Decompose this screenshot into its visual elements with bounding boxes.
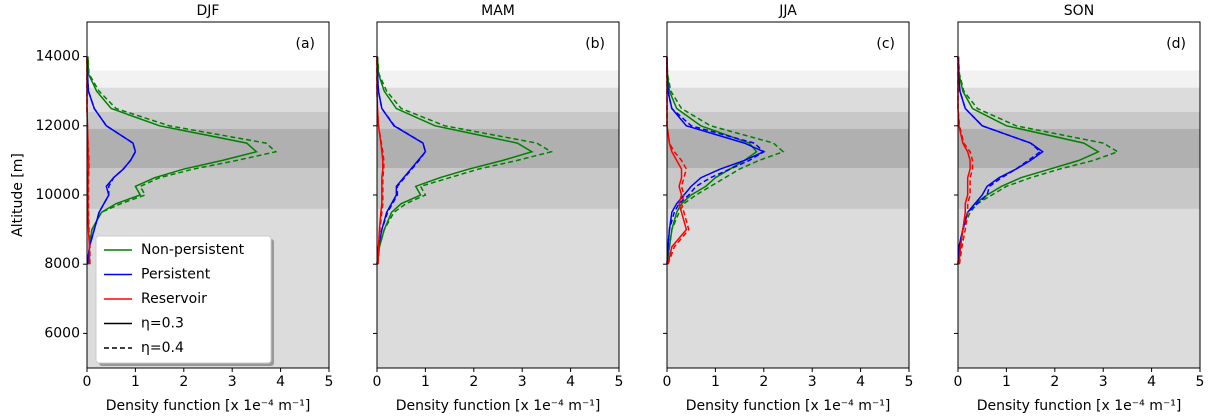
x-axis-label: Density function [x 1e⁻⁴ m⁻¹] [977, 398, 1182, 414]
y-tick-label: 8000 [44, 256, 80, 272]
x-tick-label: 1 [711, 374, 720, 390]
x-tick-label: 0 [373, 374, 382, 390]
x-tick-label: 4 [566, 374, 575, 390]
panel: 0 1 2 3 4 5 JJA (c) Density function [x 1e⁻⁴ m⁻¹… [663, 3, 914, 414]
legend-label: η=0.3 [141, 316, 184, 332]
profile-line [376, 56, 534, 265]
profile-line [86, 56, 137, 265]
x-tick-label: 0 [83, 374, 92, 390]
legend-label: Reservoir [141, 291, 207, 307]
legend-label: Persistent [141, 267, 211, 283]
x-axis-label: Density function [x 1e⁻⁴ m⁻¹] [686, 398, 891, 414]
x-tick-label: 1 [1002, 374, 1011, 390]
x-tick-label: 2 [1050, 374, 1059, 390]
shaded-band [958, 128, 1200, 169]
x-tick-label: 1 [131, 374, 140, 390]
panel-title: SON [1064, 3, 1094, 19]
legend-label: η=0.4 [141, 340, 184, 356]
profile-line [957, 56, 974, 265]
y-tick-label: 14000 [35, 49, 80, 65]
profile-line [666, 56, 690, 265]
legend-box [95, 235, 272, 364]
profile-line [666, 56, 785, 265]
x-tick-label: 2 [759, 374, 768, 390]
x-axis-label: Density function [x 1e⁻⁴ m⁻¹] [396, 398, 601, 414]
profile-line [376, 56, 554, 265]
x-axis-label: Density function [x 1e⁻⁴ m⁻¹] [106, 398, 311, 414]
x-tick-label: 5 [325, 374, 334, 390]
x-tick-label: 0 [663, 374, 672, 390]
x-tick-label: 0 [954, 374, 963, 390]
profile-line [87, 56, 278, 265]
profile-line [666, 56, 766, 265]
panel: 0 1 2 3 4 5 6000 8000 10000 12000 14000 DJF (a) Densi… [10, 3, 333, 414]
y-tick-label: 12000 [35, 118, 80, 134]
plot-frame [376, 21, 620, 369]
panel: 0 1 2 3 4 5 MAM (b) Density function [x 1e⁻⁴ m⁻¹… [373, 3, 624, 414]
x-tick-label: 3 [228, 374, 237, 390]
x-tick-label: 5 [1196, 374, 1205, 390]
profile-line [376, 56, 427, 265]
x-tick-label: 1 [421, 374, 430, 390]
y-tick-label: 6000 [44, 325, 80, 341]
panel-title: JJA [778, 3, 797, 19]
x-tick-label: 3 [1099, 374, 1108, 390]
y-axis-label: Altitude [m] [10, 153, 26, 237]
panel-label: (d) [1166, 36, 1186, 52]
plot-frame [86, 21, 330, 369]
x-tick-label: 5 [905, 374, 914, 390]
x-tick-label: 5 [615, 374, 624, 390]
y-tick-label: 10000 [35, 187, 80, 203]
profile-line [957, 56, 1042, 265]
panel-label: (c) [876, 36, 895, 52]
x-tick-label: 3 [518, 374, 527, 390]
x-tick-label: 4 [856, 374, 865, 390]
panel-label: (a) [295, 36, 315, 52]
plot-frame [957, 21, 1201, 369]
x-tick-label: 3 [808, 374, 817, 390]
x-tick-label: 2 [179, 374, 188, 390]
panel-label: (b) [585, 36, 605, 52]
panel-title: MAM [481, 3, 515, 19]
legend-label: Non-persistent [141, 242, 245, 258]
x-tick-label: 4 [276, 374, 285, 390]
shaded-band [667, 128, 909, 169]
x-tick-label: 4 [1147, 374, 1156, 390]
panel: 0 1 2 3 4 5 SON (d) Density function [x 1e⁻⁴ m⁻¹… [954, 3, 1205, 414]
profile-line [957, 56, 1120, 265]
plot-frame [666, 21, 910, 369]
x-tick-label: 2 [469, 374, 478, 390]
panel-title: DJF [197, 3, 220, 19]
